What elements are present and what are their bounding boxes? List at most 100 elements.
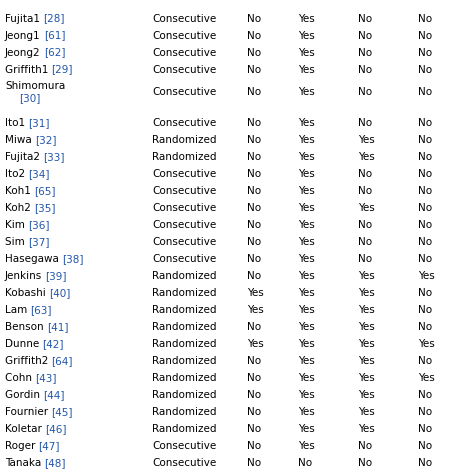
Text: No: No bbox=[418, 186, 432, 196]
Text: Consecutive: Consecutive bbox=[152, 441, 216, 451]
Text: No: No bbox=[358, 47, 372, 57]
Text: No: No bbox=[418, 87, 432, 97]
Text: Yes: Yes bbox=[247, 305, 264, 315]
Text: Randomized: Randomized bbox=[152, 288, 217, 298]
Text: [34]: [34] bbox=[28, 169, 50, 179]
Text: Fournier: Fournier bbox=[5, 407, 51, 417]
Text: Yes: Yes bbox=[298, 254, 315, 264]
Text: [64]: [64] bbox=[52, 356, 73, 366]
Text: Benson: Benson bbox=[5, 322, 47, 332]
Text: No: No bbox=[247, 458, 261, 468]
Text: No: No bbox=[358, 30, 372, 40]
Text: No: No bbox=[247, 271, 261, 281]
Text: Yes: Yes bbox=[358, 203, 375, 213]
Text: Yes: Yes bbox=[418, 271, 435, 281]
Text: No: No bbox=[358, 458, 372, 468]
Text: Randomized: Randomized bbox=[152, 424, 217, 434]
Text: [44]: [44] bbox=[43, 390, 65, 400]
Text: [40]: [40] bbox=[49, 288, 70, 298]
Text: Yes: Yes bbox=[247, 288, 264, 298]
Text: [36]: [36] bbox=[28, 220, 50, 230]
Text: Yes: Yes bbox=[298, 356, 315, 366]
Text: [43]: [43] bbox=[35, 373, 57, 383]
Text: Yes: Yes bbox=[298, 13, 315, 24]
Text: No: No bbox=[418, 169, 432, 179]
Text: Yes: Yes bbox=[298, 288, 315, 298]
Text: [48]: [48] bbox=[45, 458, 66, 468]
Text: Consecutive: Consecutive bbox=[152, 47, 216, 57]
Text: No: No bbox=[358, 118, 372, 128]
Text: No: No bbox=[358, 186, 372, 196]
Text: [45]: [45] bbox=[51, 407, 73, 417]
Text: No: No bbox=[358, 441, 372, 451]
Text: Gordin: Gordin bbox=[5, 390, 43, 400]
Text: No: No bbox=[418, 237, 432, 247]
Text: Randomized: Randomized bbox=[152, 322, 217, 332]
Text: Yes: Yes bbox=[358, 288, 375, 298]
Text: Yes: Yes bbox=[358, 135, 375, 145]
Text: No: No bbox=[247, 13, 261, 24]
Text: Consecutive: Consecutive bbox=[152, 30, 216, 40]
Text: No: No bbox=[247, 254, 261, 264]
Text: Koh1: Koh1 bbox=[5, 186, 34, 196]
Text: No: No bbox=[247, 87, 261, 97]
Text: No: No bbox=[247, 237, 261, 247]
Text: Randomized: Randomized bbox=[152, 339, 217, 349]
Text: No: No bbox=[247, 186, 261, 196]
Text: Ito1: Ito1 bbox=[5, 118, 28, 128]
Text: No: No bbox=[247, 135, 261, 145]
Text: Ito2: Ito2 bbox=[5, 169, 28, 179]
Text: Roger: Roger bbox=[5, 441, 38, 451]
Text: Yes: Yes bbox=[298, 407, 315, 417]
Text: Consecutive: Consecutive bbox=[152, 87, 216, 97]
Text: Consecutive: Consecutive bbox=[152, 118, 216, 128]
Text: No: No bbox=[247, 424, 261, 434]
Text: No: No bbox=[418, 254, 432, 264]
Text: No: No bbox=[418, 288, 432, 298]
Text: Koletar: Koletar bbox=[5, 424, 45, 434]
Text: No: No bbox=[247, 64, 261, 74]
Text: No: No bbox=[247, 356, 261, 366]
Text: Yes: Yes bbox=[298, 30, 315, 40]
Text: Yes: Yes bbox=[298, 441, 315, 451]
Text: Yes: Yes bbox=[358, 373, 375, 383]
Text: No: No bbox=[418, 152, 432, 162]
Text: Cohn: Cohn bbox=[5, 373, 35, 383]
Text: No: No bbox=[418, 118, 432, 128]
Text: No: No bbox=[247, 152, 261, 162]
Text: Yes: Yes bbox=[298, 118, 315, 128]
Text: No: No bbox=[418, 30, 432, 40]
Text: Randomized: Randomized bbox=[152, 373, 217, 383]
Text: No: No bbox=[247, 322, 261, 332]
Text: Kobashi: Kobashi bbox=[5, 288, 49, 298]
Text: Consecutive: Consecutive bbox=[152, 458, 216, 468]
Text: Shimomura: Shimomura bbox=[5, 81, 65, 91]
Text: No: No bbox=[298, 458, 312, 468]
Text: Yes: Yes bbox=[247, 339, 264, 349]
Text: [38]: [38] bbox=[62, 254, 83, 264]
Text: Randomized: Randomized bbox=[152, 356, 217, 366]
Text: No: No bbox=[418, 305, 432, 315]
Text: No: No bbox=[358, 169, 372, 179]
Text: [39]: [39] bbox=[46, 271, 67, 281]
Text: No: No bbox=[247, 30, 261, 40]
Text: Yes: Yes bbox=[298, 220, 315, 230]
Text: No: No bbox=[358, 87, 372, 97]
Text: Yes: Yes bbox=[298, 390, 315, 400]
Text: Randomized: Randomized bbox=[152, 271, 217, 281]
Text: Consecutive: Consecutive bbox=[152, 220, 216, 230]
Text: [46]: [46] bbox=[45, 424, 67, 434]
Text: Yes: Yes bbox=[298, 64, 315, 74]
Text: No: No bbox=[418, 64, 432, 74]
Text: No: No bbox=[418, 47, 432, 57]
Text: No: No bbox=[418, 424, 432, 434]
Text: Yes: Yes bbox=[298, 373, 315, 383]
Text: No: No bbox=[418, 322, 432, 332]
Text: [61]: [61] bbox=[44, 30, 65, 40]
Text: Consecutive: Consecutive bbox=[152, 64, 216, 74]
Text: Yes: Yes bbox=[298, 47, 315, 57]
Text: Yes: Yes bbox=[298, 87, 315, 97]
Text: Dunne: Dunne bbox=[5, 339, 43, 349]
Text: Fujita2: Fujita2 bbox=[5, 152, 43, 162]
Text: Jeong1: Jeong1 bbox=[5, 30, 44, 40]
